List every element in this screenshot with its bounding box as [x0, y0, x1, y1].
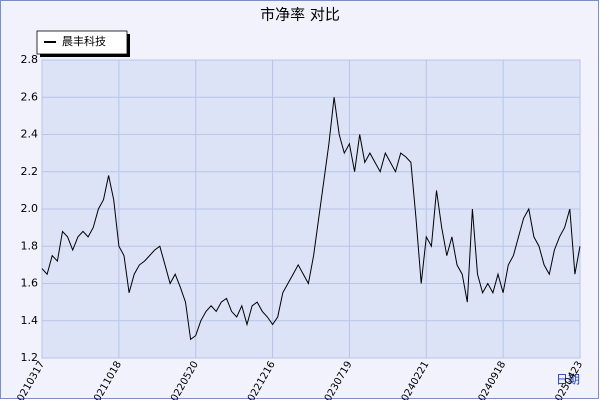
x-axis-label: 日期	[556, 373, 580, 387]
y-tick-label: 1.4	[21, 314, 39, 327]
y-tick-label: 2.4	[21, 128, 39, 141]
y-tick-label: 2.2	[21, 165, 39, 178]
chart-title: 市净率 对比	[260, 6, 340, 24]
legend-label: 晨丰科技	[62, 34, 106, 48]
y-tick-label: 1.2	[21, 351, 39, 364]
series-line	[41, 97, 581, 341]
y-tick-label: 2.6	[21, 90, 39, 103]
y-tick-label: 1.8	[21, 239, 39, 252]
y-tick-label: 1.6	[21, 277, 39, 290]
y-tick-label: 2.0	[21, 202, 39, 215]
legend	[36, 30, 128, 55]
y-tick-label: 2.8	[21, 53, 39, 66]
